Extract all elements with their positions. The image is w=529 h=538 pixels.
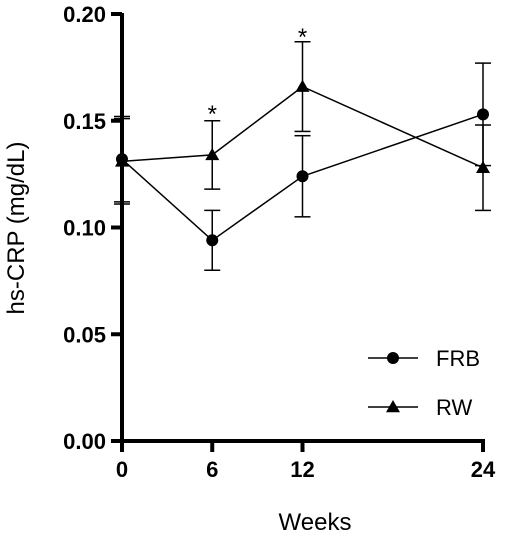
- significance-marker: *: [208, 101, 217, 128]
- data-point-rw: [476, 160, 490, 173]
- legend: FRB RW: [368, 346, 480, 420]
- data-point-frb: [477, 108, 489, 121]
- x-axis-label: Weeks: [279, 509, 352, 536]
- data-point-rw: [295, 79, 310, 92]
- x-tick-label: 12: [290, 457, 314, 482]
- legend-marker-frb: [387, 352, 399, 364]
- data-point-rw: [205, 147, 220, 161]
- x-tick-label: 6: [206, 457, 218, 482]
- data-point-frb: [296, 170, 309, 183]
- y-tick-label: 0.05: [63, 322, 106, 347]
- series-layer: [114, 41, 491, 271]
- y-tick-label: 0.00: [63, 429, 106, 454]
- data-point-frb: [206, 234, 219, 247]
- legend-marker-rw: [386, 400, 400, 413]
- y-tick-label: 0.10: [63, 216, 106, 241]
- y-tick-label: 0.15: [63, 109, 106, 134]
- legend-label-frb: FRB: [436, 346, 480, 371]
- legend-label-rw: RW: [436, 395, 472, 420]
- data-point-rw: [115, 154, 129, 167]
- x-tick-label: 0: [116, 457, 128, 482]
- series-line-rw: [121, 85, 484, 169]
- x-tick-label: 24: [471, 457, 496, 482]
- series-line-frb: [121, 113, 484, 242]
- y-axis-label: hs-CRP (mg/dL): [3, 142, 30, 315]
- significance-marker: *: [298, 24, 307, 51]
- axes: 0.00 0.05 0.10 0.15 0.20 0 6 12 24: [63, 2, 496, 482]
- annotation-layer: **: [208, 24, 308, 128]
- y-tick-label: 0.20: [63, 2, 106, 27]
- series-rw: [114, 41, 491, 212]
